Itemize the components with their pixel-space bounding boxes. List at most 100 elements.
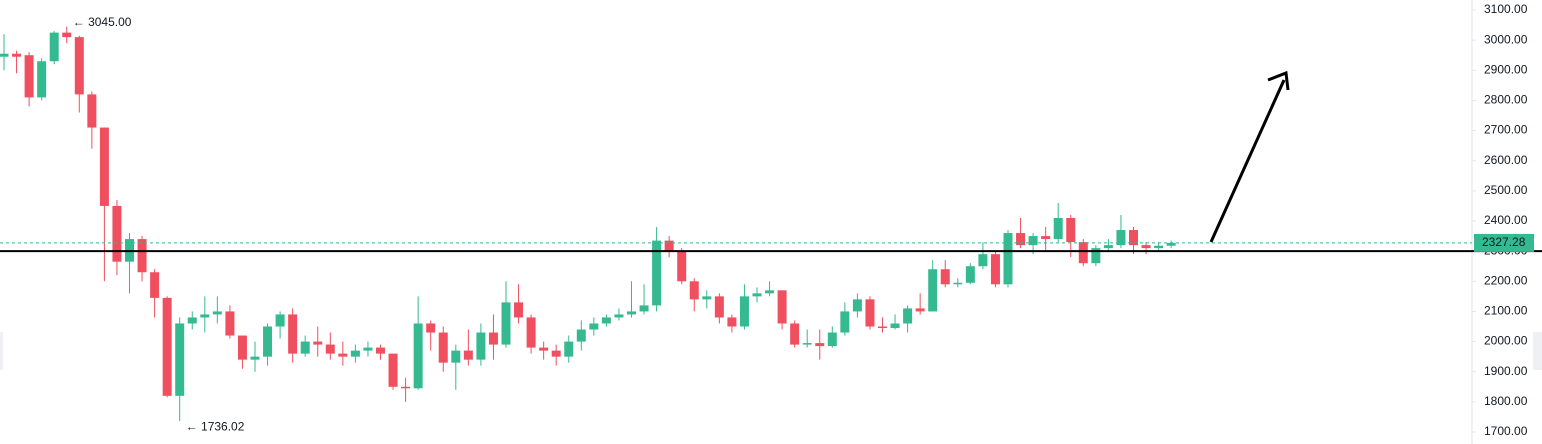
candle-body <box>589 323 599 330</box>
candle-body <box>664 240 674 252</box>
candle-body <box>62 32 72 38</box>
y-tick-label: 2000.00 <box>1484 334 1528 348</box>
y-tick-label: 1900.00 <box>1484 364 1528 378</box>
right-handle <box>1533 332 1542 370</box>
candle-body <box>1129 230 1138 246</box>
candle-body <box>87 94 97 128</box>
candle-body <box>1091 248 1101 264</box>
candle-body <box>376 347 385 354</box>
candle-body <box>627 311 636 315</box>
candle-body <box>978 254 988 267</box>
candle-body <box>388 353 398 387</box>
candle-body <box>175 323 185 396</box>
candle-body <box>1053 217 1063 240</box>
candle-body <box>413 323 423 389</box>
candle-body <box>275 314 285 327</box>
candle-body <box>1154 245 1164 249</box>
candle-body <box>865 299 875 327</box>
candle-body <box>953 282 963 285</box>
candle-body <box>614 314 624 318</box>
candle-body <box>752 293 762 297</box>
candle-body <box>514 302 524 318</box>
candle-body <box>1003 233 1013 285</box>
candle-body <box>1028 236 1038 246</box>
arrow-head <box>1267 70 1290 91</box>
candle-body <box>551 350 561 357</box>
candle-body <box>150 272 160 298</box>
candle-body <box>99 127 109 206</box>
candle-body <box>689 281 699 300</box>
candle-body <box>576 329 586 342</box>
candle-body <box>1141 245 1151 249</box>
candle-body <box>476 332 486 360</box>
y-tick-label: 1800.00 <box>1484 394 1528 408</box>
candle-body <box>12 53 22 57</box>
candle-body <box>765 290 775 294</box>
candle-body <box>526 317 536 348</box>
y-tick-label: 2500.00 <box>1484 183 1528 197</box>
candle-body <box>24 55 34 98</box>
candle-body <box>313 341 323 345</box>
candle-body <box>225 311 235 336</box>
candle-body <box>451 350 461 363</box>
candle-body <box>263 326 273 357</box>
candle-body <box>325 344 335 354</box>
candle-body <box>702 296 712 300</box>
candle-body <box>212 311 222 315</box>
candle-body <box>940 269 950 285</box>
candle-body <box>652 240 662 306</box>
y-tick-label: 2600.00 <box>1484 153 1528 167</box>
candle-body <box>112 205 122 262</box>
left-handle <box>0 332 3 370</box>
candle-body <box>162 297 172 396</box>
y-tick-label: 2100.00 <box>1484 304 1528 318</box>
arrow-shaft <box>1209 79 1286 243</box>
y-tick-label: 3100.00 <box>1484 2 1528 16</box>
candle-body <box>250 356 260 360</box>
candle-body <box>350 350 360 357</box>
y-tick-label: 2700.00 <box>1484 123 1528 137</box>
candle-body <box>790 323 800 345</box>
candle-body <box>338 353 348 357</box>
candle-body <box>1016 233 1026 246</box>
last-price-box <box>1474 233 1534 252</box>
candle-body <box>137 239 147 273</box>
y-tick-label: 2800.00 <box>1484 93 1528 107</box>
last-price-label: 2327.28 <box>1482 235 1526 249</box>
y-tick-label: 1700.00 <box>1484 424 1528 438</box>
candle-body <box>426 323 436 333</box>
candle-body <box>1066 217 1076 243</box>
candle-body <box>438 332 448 363</box>
candle-body <box>677 251 687 282</box>
high-label: ← 3045.00 <box>73 15 132 29</box>
candle-body <box>639 305 649 312</box>
candle-body <box>601 317 611 324</box>
candle-body <box>903 308 913 324</box>
candle-body <box>990 254 1000 285</box>
candle-body <box>564 341 574 357</box>
candle-body <box>777 290 787 324</box>
candle-body <box>37 61 47 98</box>
candle-body <box>539 347 549 351</box>
candle-body <box>401 386 411 389</box>
low-label: ← 1736.02 <box>186 419 245 433</box>
y-tick-label: 2400.00 <box>1484 213 1528 227</box>
candle-body <box>187 317 197 324</box>
candle-body <box>878 326 887 329</box>
candle-body <box>965 266 975 283</box>
y-tick-label: 3000.00 <box>1484 32 1528 46</box>
candle-body <box>840 311 850 333</box>
candle-body <box>827 332 837 347</box>
candle-body <box>1116 230 1126 246</box>
candle-body <box>890 323 900 329</box>
candle-body <box>1041 236 1051 240</box>
candle-body <box>0 53 9 57</box>
candle-body <box>727 317 737 327</box>
candle-body <box>74 37 84 95</box>
y-tick-label: 2200.00 <box>1484 273 1528 287</box>
candle-body <box>1166 242 1176 246</box>
candle-body <box>237 335 247 360</box>
